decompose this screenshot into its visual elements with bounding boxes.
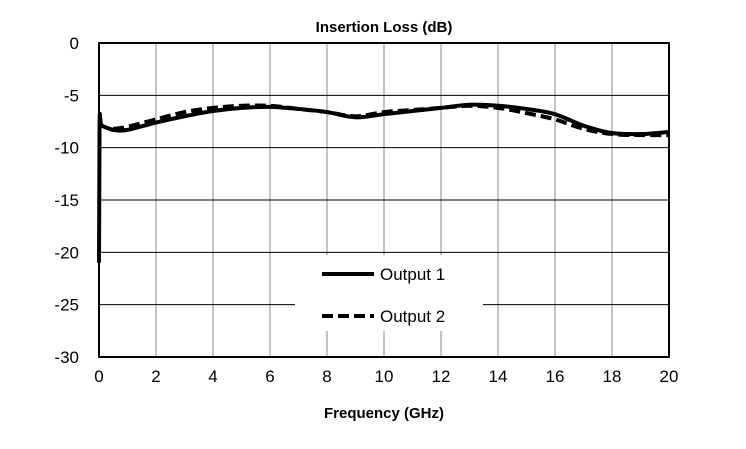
y-tick-label: -10 bbox=[54, 139, 79, 158]
x-tick-label: 20 bbox=[660, 367, 679, 386]
y-tick-label: -20 bbox=[54, 243, 79, 262]
x-tick-label: 10 bbox=[375, 367, 394, 386]
x-tick-label: 0 bbox=[94, 367, 103, 386]
x-tick-label: 4 bbox=[208, 367, 217, 386]
y-tick-label: -15 bbox=[54, 191, 79, 210]
legend-label: Output 1 bbox=[380, 265, 445, 284]
x-tick-label: 16 bbox=[546, 367, 565, 386]
y-tick-label: -5 bbox=[64, 86, 79, 105]
y-tick-label: -30 bbox=[54, 348, 79, 367]
x-tick-label: 2 bbox=[151, 367, 160, 386]
legend-label: Output 2 bbox=[380, 307, 445, 326]
x-axis-label: Frequency (GHz) bbox=[324, 405, 444, 422]
x-tick-label: 12 bbox=[432, 367, 451, 386]
y-tick-label: 0 bbox=[70, 34, 79, 53]
x-tick-label: 8 bbox=[322, 367, 331, 386]
y-tick-label: -25 bbox=[54, 296, 79, 315]
x-tick-label: 6 bbox=[265, 367, 274, 386]
chart-title: Insertion Loss (dB) bbox=[316, 19, 453, 36]
x-tick-label: 18 bbox=[603, 367, 622, 386]
x-tick-label: 14 bbox=[489, 367, 508, 386]
series-line-2 bbox=[112, 103, 670, 138]
legend-box bbox=[295, 255, 483, 331]
